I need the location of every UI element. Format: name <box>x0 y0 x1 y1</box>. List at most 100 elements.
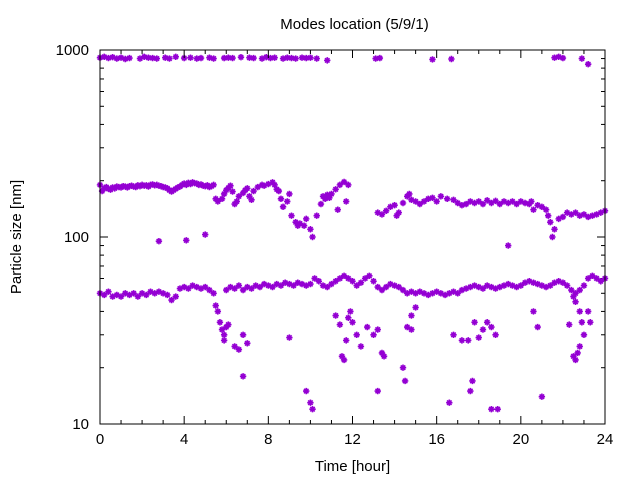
data-point <box>220 54 228 62</box>
data-point <box>412 304 419 311</box>
data-point <box>279 55 287 62</box>
data-point <box>237 54 245 61</box>
data-point <box>260 280 268 288</box>
data-point <box>101 291 108 299</box>
data-point <box>334 206 341 213</box>
data-point <box>307 54 314 61</box>
data-point <box>130 290 137 297</box>
data-point <box>231 200 238 208</box>
data-point <box>353 331 360 338</box>
data-point <box>258 55 266 62</box>
data-point <box>313 212 320 219</box>
data-point <box>109 54 116 61</box>
data-point <box>338 353 346 360</box>
data-point <box>526 278 533 285</box>
data-point <box>406 190 413 198</box>
x-tick-label: 8 <box>264 431 272 448</box>
data-point <box>542 206 550 213</box>
data-point <box>277 195 285 203</box>
data-point <box>288 212 295 219</box>
data-point <box>153 55 161 62</box>
data-point <box>576 212 583 219</box>
data-point <box>168 296 175 304</box>
data-point <box>465 337 472 344</box>
data-point <box>378 286 386 294</box>
data-point <box>311 275 318 282</box>
data-point <box>521 279 529 286</box>
data-point <box>98 187 106 195</box>
data-point <box>458 286 466 294</box>
data-point <box>458 337 466 344</box>
data-point <box>500 198 508 205</box>
data-point <box>549 233 556 241</box>
y-tick-label: 1000 <box>56 42 89 59</box>
data-point <box>229 54 236 62</box>
data-point <box>576 343 583 350</box>
data-point <box>206 286 213 294</box>
data-point <box>467 387 474 395</box>
data-point <box>248 196 255 204</box>
data-point <box>597 209 604 216</box>
data-point <box>244 340 251 347</box>
data-point <box>145 54 152 61</box>
data-point <box>538 393 546 400</box>
data-point <box>303 282 310 289</box>
data-point <box>105 185 112 193</box>
data-point <box>197 54 205 62</box>
data-point <box>340 272 348 280</box>
data-point <box>395 283 402 291</box>
data-point <box>584 308 592 315</box>
data-point <box>183 237 190 244</box>
data-point <box>155 288 163 295</box>
data-point <box>271 54 278 61</box>
data-point <box>336 181 344 189</box>
data-point <box>547 218 554 226</box>
x-tick-label: 20 <box>512 431 529 448</box>
data-point <box>307 226 314 233</box>
data-point <box>227 283 234 291</box>
data-point <box>296 220 304 227</box>
data-point <box>225 54 232 61</box>
data-point <box>593 275 600 282</box>
data-point <box>216 319 224 326</box>
data-point <box>134 182 142 189</box>
data-point <box>530 308 537 315</box>
data-point <box>284 198 291 205</box>
data-point <box>214 308 222 315</box>
data-point <box>572 298 579 306</box>
data-point <box>126 54 133 62</box>
data-point <box>159 290 167 297</box>
data-point <box>275 187 283 195</box>
data-point <box>587 319 594 326</box>
data-point <box>214 198 222 205</box>
data-point <box>321 195 329 203</box>
data-point <box>149 181 156 188</box>
data-point <box>239 286 247 294</box>
data-point <box>408 312 415 319</box>
data-point <box>382 283 390 291</box>
data-point <box>500 282 508 289</box>
data-point <box>248 285 255 292</box>
data-point <box>364 323 371 331</box>
data-point <box>155 237 163 245</box>
data-point <box>143 291 150 299</box>
data-point <box>568 286 575 294</box>
data-point <box>303 54 310 62</box>
data-point <box>298 54 306 61</box>
data-point <box>580 331 588 338</box>
data-point <box>189 282 196 289</box>
data-point <box>223 286 230 294</box>
data-point <box>471 282 478 289</box>
data-point <box>180 283 188 291</box>
data-point <box>578 55 586 62</box>
data-point <box>284 54 291 61</box>
data-point <box>202 283 209 291</box>
data-point <box>258 181 266 189</box>
data-point <box>570 293 577 300</box>
data-point <box>399 286 407 294</box>
data-point <box>399 364 407 371</box>
data-point <box>488 199 495 207</box>
data-point <box>176 285 184 292</box>
data-point <box>572 356 579 364</box>
